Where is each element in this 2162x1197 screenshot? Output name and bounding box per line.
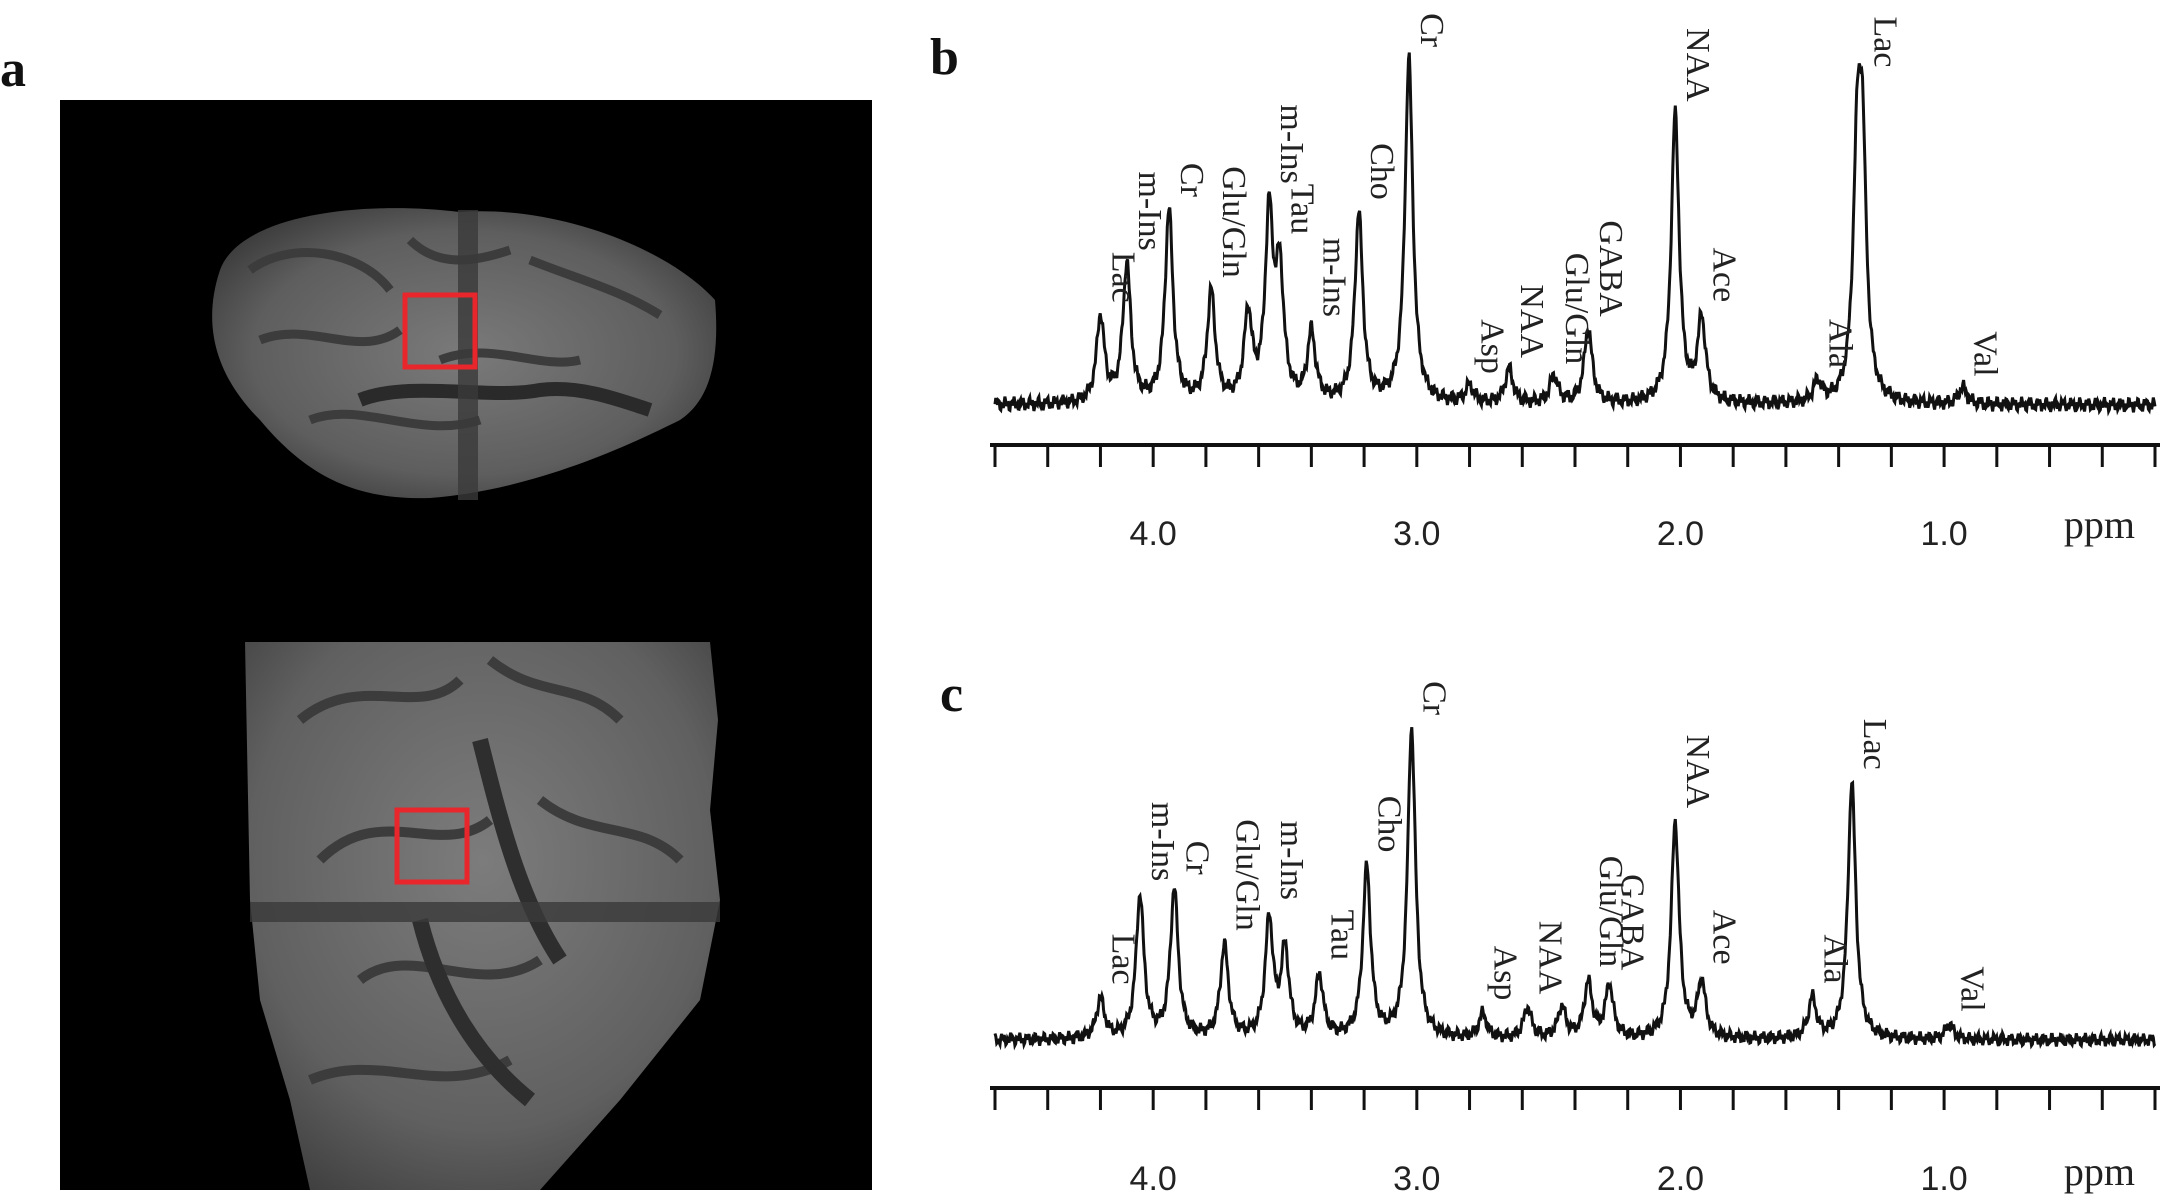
peak-label: GABA	[1592, 220, 1629, 317]
x-unit-label: ppm	[2064, 502, 2135, 547]
spectrum-line	[993, 52, 2157, 417]
peak-label: GABA	[1613, 874, 1650, 971]
peak-label: Cr	[1178, 841, 1215, 876]
roi-box-sagittal	[402, 292, 478, 370]
peak-label: NAA	[1532, 921, 1569, 995]
peak-label: Val	[1967, 331, 2004, 376]
peak-label: Cho	[1363, 143, 1400, 200]
x-tick-label: 1.0	[1920, 1160, 1967, 1197]
x-tick-label: 1.0	[1920, 515, 1967, 553]
peak-label: Cho	[1371, 796, 1408, 853]
peak-label: m-Ins	[1273, 104, 1310, 183]
peak-label: m-Ins	[1273, 821, 1310, 900]
peak-label: Cr	[1416, 681, 1453, 716]
panel-label-a: a	[0, 41, 26, 98]
peak-label: Ala	[1816, 934, 1853, 983]
x-tick-label: 4.0	[1130, 1160, 1177, 1197]
x-tick-label: 2.0	[1657, 515, 1704, 553]
peak-label: m-Ins	[1131, 171, 1168, 250]
peak-label: m-Ins	[1144, 802, 1181, 881]
mri-coronal-slice	[245, 642, 720, 1190]
peak-label: Lac	[1104, 934, 1141, 985]
x-tick-label: 2.0	[1657, 1160, 1704, 1197]
panel-label-c: c	[940, 666, 964, 723]
peak-label: m-Ins	[1315, 238, 1352, 317]
peak-label: Val	[1953, 966, 1990, 1011]
peak-label: Glu/Gln	[1215, 166, 1252, 277]
peak-label: Cr	[1173, 163, 1210, 198]
peak-label: Asp	[1474, 319, 1511, 374]
spectrum-line	[993, 727, 2157, 1051]
peak-label: NAA	[1513, 284, 1550, 358]
x-unit-label: ppm	[2064, 1149, 2135, 1194]
peak-label: Lac	[1856, 719, 1893, 770]
peak-label: Lac	[1866, 17, 1903, 68]
peak-label: Tau	[1323, 910, 1360, 961]
x-tick-label: 4.0	[1130, 515, 1177, 553]
peak-label: Ace	[1706, 910, 1743, 965]
peak-label: Tau	[1284, 184, 1321, 235]
mri-sagittal-slice	[212, 208, 717, 500]
peak-label: NAA	[1679, 735, 1716, 809]
mri-images	[212, 208, 720, 1190]
mri-image-panel	[60, 100, 872, 1190]
peak-label: Asp	[1487, 946, 1524, 1001]
peak-label: Lac	[1104, 252, 1141, 303]
roi-box-coronal	[394, 807, 470, 885]
peak-label: Glu/Gln	[1558, 253, 1595, 364]
peak-label: Glu/Gln	[1228, 819, 1265, 930]
peak-label: Ala	[1822, 319, 1859, 368]
peak-label: Glu/Gln	[1592, 856, 1629, 967]
x-tick-label: 3.0	[1393, 515, 1440, 553]
peak-label: NAA	[1679, 28, 1716, 102]
peak-label: Cr	[1413, 13, 1450, 48]
peak-label: Ace	[1706, 248, 1743, 303]
x-tick-label: 3.0	[1393, 1160, 1440, 1197]
panel-label-b: b	[930, 29, 959, 86]
